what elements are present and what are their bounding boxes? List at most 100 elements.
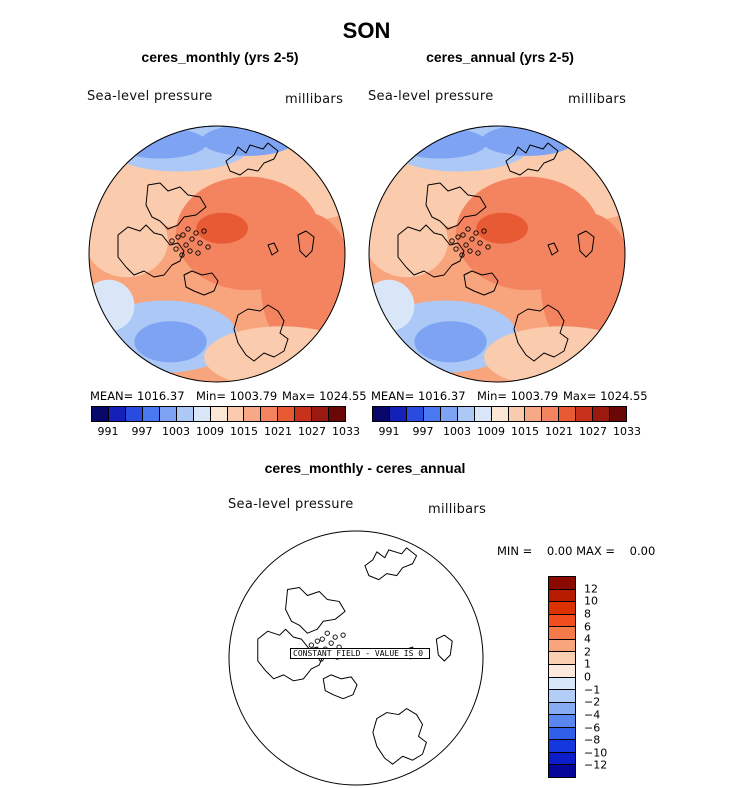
- colorbar-swatch: [549, 577, 575, 590]
- map-border: [368, 125, 626, 383]
- colorbar-swatch: [549, 664, 575, 678]
- diff-units-label: millibars: [428, 502, 487, 517]
- island-12: [485, 244, 491, 250]
- island-2: [189, 236, 195, 242]
- panel1-max: Max= 1024.55: [282, 389, 367, 403]
- colorbar-swatch: [295, 407, 313, 421]
- colorbar-swatch: [549, 715, 575, 728]
- coastline-5: [297, 230, 315, 258]
- colorbar-tick-label: −12: [584, 758, 608, 772]
- colorbar-swatch: [610, 407, 627, 421]
- colorbar-tick-label: 1021: [264, 425, 292, 438]
- coastline-4: [183, 270, 219, 296]
- colorbar-swatch: [542, 407, 560, 421]
- panel2-units-label: millibars: [568, 92, 627, 107]
- island-3: [332, 634, 338, 640]
- island-8: [453, 246, 459, 252]
- island-0: [180, 232, 186, 238]
- colorbar-swatches: [372, 406, 627, 422]
- coastline-6: [267, 242, 279, 256]
- colorbar-swatch: [176, 407, 194, 421]
- field-low-atlantic-core: [134, 321, 207, 363]
- colorbar-tick-label: −10: [584, 746, 608, 760]
- panel1-title: ceres_monthly (yrs 2-5): [141, 49, 299, 65]
- colorbar-swatch: [389, 407, 407, 421]
- colorbar-swatch: [108, 407, 126, 421]
- coastlines: [397, 142, 595, 362]
- colorbar-swatch: [373, 407, 390, 421]
- colorbar-tick-label: −6: [584, 721, 601, 734]
- colorbar-tick-label: 1003: [162, 425, 190, 438]
- field-high-core: [196, 212, 248, 244]
- colorbar-tick-label: −2: [584, 695, 601, 709]
- colorbar-swatch: [549, 702, 575, 716]
- colorbar-swatch: [549, 614, 575, 628]
- colorbar-swatch: [261, 407, 279, 421]
- constant-field-label-wrap: CONSTANT FIELD - VALUE IS 0: [290, 648, 430, 659]
- colorbar-swatch: [525, 407, 543, 421]
- colorbar-swatch: [125, 407, 143, 421]
- colorbar-swatch: [549, 602, 575, 615]
- diff-panel-title: ceres_monthly - ceres_annual: [264, 460, 466, 476]
- panel1-min: Min= 1003.79: [196, 389, 278, 403]
- coastline-3: [233, 304, 289, 362]
- island-7: [201, 228, 207, 234]
- colorbar-tick-label: 1015: [230, 425, 258, 438]
- colorbar-tick-label: 1021: [545, 425, 573, 438]
- diff-variable-label: Sea-level pressure: [228, 497, 354, 512]
- colorbar-tick-label: −4: [584, 708, 601, 722]
- panel2-mean: MEAN= 1016.37: [371, 389, 466, 403]
- colorbar-tick-label: 1009: [196, 425, 224, 438]
- panel1-units-label: millibars: [285, 92, 344, 107]
- coastline-5: [577, 230, 595, 258]
- island-13: [449, 238, 455, 244]
- island-8: [173, 246, 179, 252]
- island-13: [169, 238, 175, 244]
- coastline-0: [505, 142, 559, 176]
- colorbar-swatch: [474, 407, 492, 421]
- colorbar-swatch: [278, 407, 296, 421]
- diff-map: CONSTANT FIELD - VALUE IS 0: [228, 530, 484, 786]
- colorbar-swatches: [548, 576, 576, 778]
- island-4: [477, 240, 483, 246]
- colorbar-tick-label: −8: [584, 733, 601, 747]
- map-border: [88, 125, 346, 383]
- colorbar-swatch: [576, 407, 594, 421]
- coastline-3: [372, 708, 427, 765]
- panel2-max: Max= 1024.55: [563, 389, 648, 403]
- island-9: [187, 248, 193, 254]
- colorbar-swatch: [423, 407, 441, 421]
- panel2-min: Min= 1003.79: [477, 389, 559, 403]
- island-7: [481, 228, 487, 234]
- colorbar-tick-label: 1009: [477, 425, 505, 438]
- colorbar-swatch: [549, 740, 575, 753]
- colorbar-swatch: [440, 407, 458, 421]
- coastline-1: [285, 587, 346, 634]
- colorbar-swatch: [491, 407, 509, 421]
- colorbar-tick-label: 1003: [443, 425, 471, 438]
- coastline-0: [364, 547, 418, 581]
- coastline-0: [225, 142, 279, 176]
- island-5: [183, 242, 189, 248]
- colorbar-tick-label: 6: [584, 620, 591, 633]
- colorbar-swatch: [593, 407, 611, 421]
- colorbar-tick-label: 1: [584, 657, 591, 671]
- colorbar-swatch: [549, 589, 575, 603]
- coastline-1: [145, 182, 207, 230]
- coastlines: [117, 142, 315, 362]
- colorbar-tick-label: 0: [584, 670, 591, 684]
- colorbar-swatch: [549, 627, 575, 640]
- island-4: [197, 240, 203, 246]
- panel1-variable-label: Sea-level pressure: [87, 89, 213, 104]
- island-3: [473, 230, 479, 236]
- island-3: [193, 230, 199, 236]
- colorbar-swatch: [193, 407, 211, 421]
- colorbar-swatch: [406, 407, 424, 421]
- coastline-4: [463, 270, 499, 296]
- panel2-colorbar: 991 997 1003 1009 1015 1021 1027 1033: [372, 406, 641, 438]
- colorbar-tick-label: 4: [584, 632, 591, 646]
- field-high-core: [476, 212, 528, 244]
- colorbar-tick-label: 12: [584, 582, 598, 596]
- island-13: [308, 642, 314, 648]
- diff-colorbar: 12 10 8 6 4 2 1 0 −1 −2 −4 −6 −8 −10 −12: [548, 576, 607, 778]
